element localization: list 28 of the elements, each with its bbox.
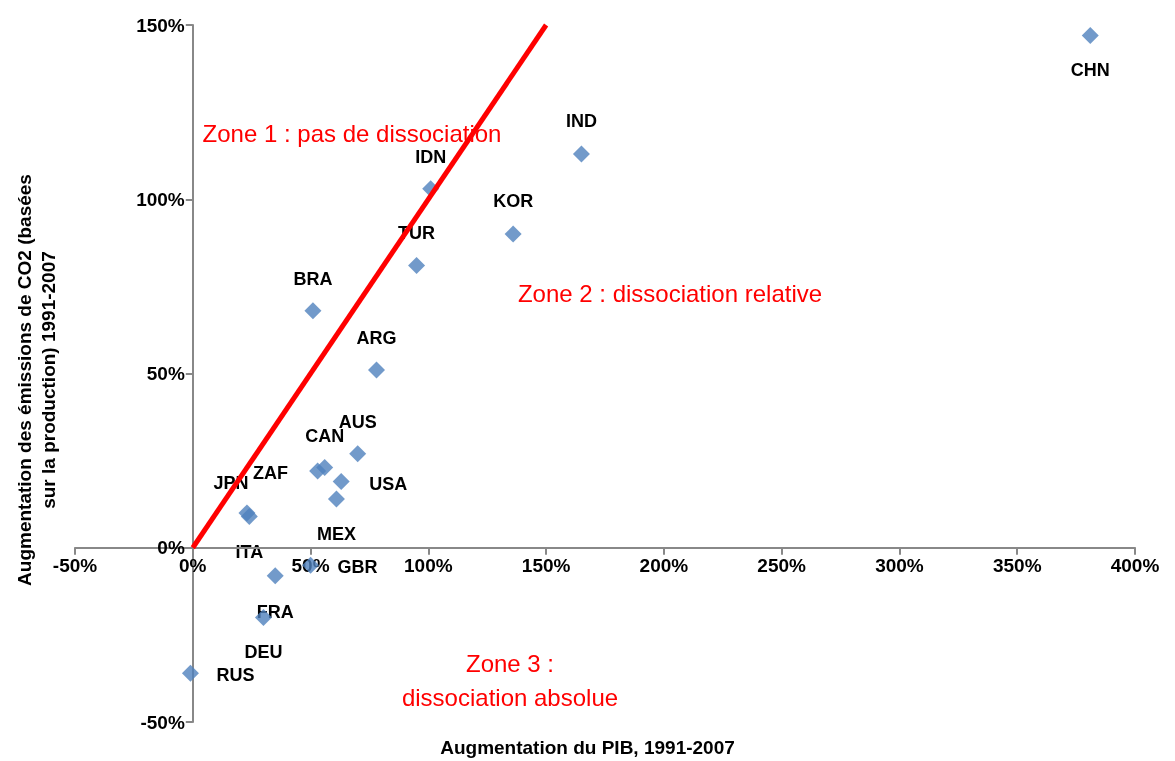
y-tick-label: 100% (136, 188, 185, 210)
annotation: GBR (337, 557, 378, 578)
annotation: RUS (216, 665, 255, 686)
annotation: Zone 3 : dissociation absolue (401, 649, 619, 711)
x-tick-label: -50% (52, 554, 98, 576)
annotation: IND (565, 110, 597, 131)
annotation: ARG (356, 328, 397, 349)
x-tick-label: 400% (1110, 554, 1160, 576)
x-tick-label: 200% (639, 554, 689, 576)
y-tick-label: 50% (146, 363, 185, 384)
x-tick-label: 100% (404, 554, 453, 576)
annotation: ZAF (253, 463, 289, 484)
annotation: DEU (244, 642, 283, 663)
x-tick-label: 350% (992, 554, 1042, 576)
y-tick-label: 150% (136, 14, 185, 36)
annotation: BRA (293, 268, 333, 289)
x-tick-label: 250% (757, 554, 807, 576)
annotation: USA (369, 473, 408, 494)
annotation: KOR (493, 191, 534, 212)
annotation: IDN (415, 146, 447, 167)
x-tick-label: 150% (521, 554, 571, 576)
y-tick-label: -50% (140, 711, 185, 733)
annotation: CHN (1070, 60, 1110, 81)
annotation: Zone 2 : dissociation relative (517, 279, 823, 307)
x-axis-title: Augmentation du PIB, 1991-2007 (440, 737, 735, 758)
x-tick-label: 300% (875, 554, 924, 576)
annotation: FRA (256, 601, 294, 622)
annotation: MEX (316, 523, 356, 544)
